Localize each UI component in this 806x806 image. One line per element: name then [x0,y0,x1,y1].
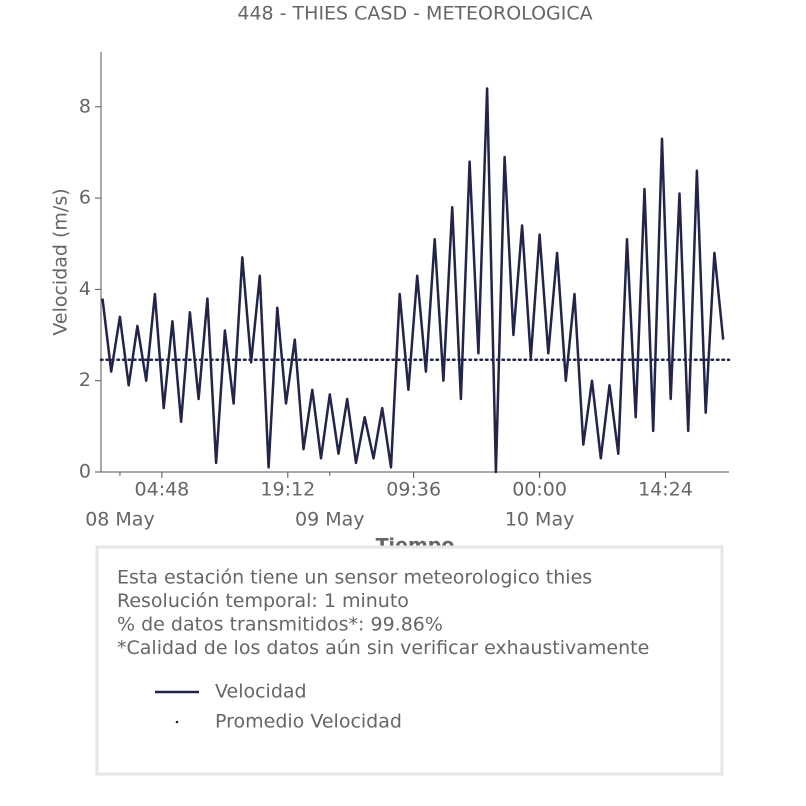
chart-title: 448 - THIES CASD - METEOROLOGICA [237,3,592,25]
y-tick-label: 6 [79,187,91,209]
line-series [101,87,725,474]
info-box [95,545,724,776]
info-text: Resolución temporal: 1 minuto [117,590,409,612]
legend-label: Promedio Velocidad [215,711,402,733]
x-date-label: 08 May [85,509,155,531]
x-tick-label: 04:48 [135,479,190,501]
y-tick-label: 8 [79,95,91,117]
x-tick-label: 19:12 [260,479,315,501]
y-tick-label: 2 [79,369,91,391]
x-date-label: 09 May [295,509,365,531]
legend-swatch [175,720,179,724]
y-axis-label: Velocidad (m/s) [50,188,72,335]
x-date-label: 10 May [505,509,575,531]
x-tick-label: 14:24 [638,479,693,501]
y-tick-label: 4 [79,278,91,300]
x-tick-label: 00:00 [512,479,567,501]
info-box-content: Esta estación tiene un sensor meteorolog… [117,567,649,733]
plot-area [99,87,731,474]
info-text: *Calidad de los datos aún sin verificar … [117,637,649,659]
info-text: % de datos transmitidos*: 99.86% [117,614,443,636]
legend-label: Velocidad [215,681,307,703]
info-text: Esta estación tiene un sensor meteorolog… [117,567,592,589]
y-tick-label: 0 [79,461,91,483]
x-tick-label: 09:36 [386,479,441,501]
